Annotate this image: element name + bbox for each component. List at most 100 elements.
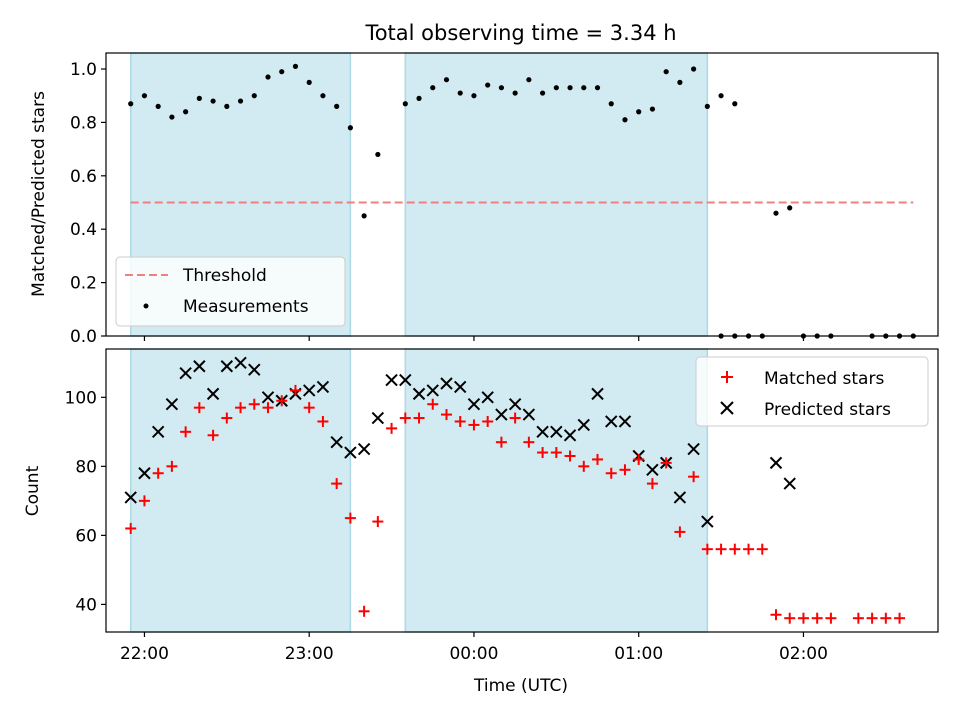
ratio-legend: Threshold Measurements xyxy=(115,256,346,327)
measurement-point xyxy=(265,74,271,80)
predicted-point xyxy=(330,435,343,449)
measurement-point xyxy=(691,66,697,72)
predicted-point-stroke xyxy=(138,467,151,480)
predicted-point xyxy=(412,387,426,401)
measurement-point xyxy=(251,93,257,99)
predicted-point xyxy=(618,415,632,428)
measurement-point xyxy=(347,125,353,131)
predicted-point xyxy=(687,442,700,456)
y-tick-label: 0.0 xyxy=(70,327,97,347)
measurement-point xyxy=(539,90,546,96)
predicted-point-stroke xyxy=(426,384,439,397)
measurement-point xyxy=(567,85,573,91)
matched-point xyxy=(427,398,439,410)
predicted-point xyxy=(495,408,508,421)
measurement-point xyxy=(320,93,326,99)
predicted-point xyxy=(454,380,467,394)
predicted-point-stroke xyxy=(769,456,783,470)
predicted-point-stroke xyxy=(234,356,247,370)
y-tick-label: 0.2 xyxy=(70,274,97,294)
matched-point xyxy=(688,471,700,483)
predicted-point-stroke xyxy=(673,491,687,504)
x-tick-label: 01:00 xyxy=(614,644,663,664)
predicted-point-stroke xyxy=(646,463,659,476)
predicted-point-stroke xyxy=(357,442,371,456)
predicted-point xyxy=(508,398,522,411)
measurement-point xyxy=(787,205,793,211)
predicted-point-stroke xyxy=(412,387,426,401)
legend-matched-swatch xyxy=(721,371,733,383)
legend-matched-label: Matched stars xyxy=(764,369,884,389)
matched-point xyxy=(852,612,864,624)
predicted-point-stroke xyxy=(371,411,385,425)
measurement-point xyxy=(224,103,230,109)
predicted-point-stroke xyxy=(550,425,563,439)
predicted-point xyxy=(261,391,275,404)
predicted-point xyxy=(248,363,261,376)
predicted-point-stroke xyxy=(179,366,192,380)
matched-point xyxy=(482,415,494,427)
measurement-point xyxy=(141,93,148,99)
measurement-point xyxy=(485,82,491,88)
time-x-label: Time (UTC) xyxy=(473,676,568,696)
x-tick-label: 00:00 xyxy=(449,644,498,664)
measurement-point xyxy=(608,101,614,107)
measurement-point xyxy=(636,109,642,115)
predicted-point xyxy=(371,411,385,425)
measurement-point xyxy=(169,114,175,120)
predicted-point xyxy=(206,387,220,401)
matched-point xyxy=(729,543,741,555)
measurement-point xyxy=(594,85,601,91)
count-panel-frame xyxy=(105,348,939,633)
x-tick-label: 02:00 xyxy=(779,644,828,664)
measurement-point xyxy=(334,103,340,109)
y-tick-label: 100 xyxy=(65,388,97,408)
predicted-point-stroke xyxy=(220,360,234,373)
measurement-point xyxy=(622,117,628,123)
matched-point xyxy=(674,526,686,538)
predicted-point xyxy=(440,377,453,390)
matched-point xyxy=(743,543,755,555)
matched-points xyxy=(125,384,906,624)
predicted-point-stroke xyxy=(330,435,343,449)
measurement-point xyxy=(457,90,463,96)
measurement-point xyxy=(581,85,587,91)
predicted-point-stroke xyxy=(385,373,398,387)
matched-point xyxy=(317,415,329,427)
matched-point xyxy=(166,460,178,472)
predicted-point xyxy=(467,398,481,411)
matched-point xyxy=(495,436,507,448)
predicted-point xyxy=(769,456,783,470)
measurement-point xyxy=(430,85,436,91)
figure-title: Total observing time = 3.34 h xyxy=(364,21,676,45)
predicted-point xyxy=(316,380,330,394)
predicted-point xyxy=(302,384,316,397)
observing-interval xyxy=(404,348,709,633)
x-tick-label: 23:00 xyxy=(285,644,334,664)
matched-point xyxy=(894,612,906,624)
predicted-point-stroke xyxy=(151,425,165,439)
matched-point xyxy=(303,402,315,414)
measurement-point xyxy=(279,69,285,75)
matched-point xyxy=(523,436,535,448)
y-tick-label: 80 xyxy=(75,457,97,477)
matched-point xyxy=(138,495,150,507)
predicted-point-stroke xyxy=(467,398,481,411)
measurement-point xyxy=(183,109,189,115)
predicted-point-stroke xyxy=(440,377,453,390)
predicted-point-stroke xyxy=(605,415,618,428)
measurement-points xyxy=(128,63,916,339)
matched-point xyxy=(633,453,645,465)
predicted-point-stroke xyxy=(687,442,700,456)
predicted-point xyxy=(550,425,563,439)
predicted-point xyxy=(124,491,137,504)
observing-interval xyxy=(129,348,352,633)
predicted-point-stroke xyxy=(563,429,577,442)
measurement-point xyxy=(498,85,505,91)
observing-intervals xyxy=(129,348,709,633)
matched-point xyxy=(386,422,398,434)
predicted-point-stroke xyxy=(495,408,508,421)
predicted-point-stroke xyxy=(577,418,590,432)
predicted-point xyxy=(673,491,687,504)
matched-point xyxy=(756,543,768,555)
